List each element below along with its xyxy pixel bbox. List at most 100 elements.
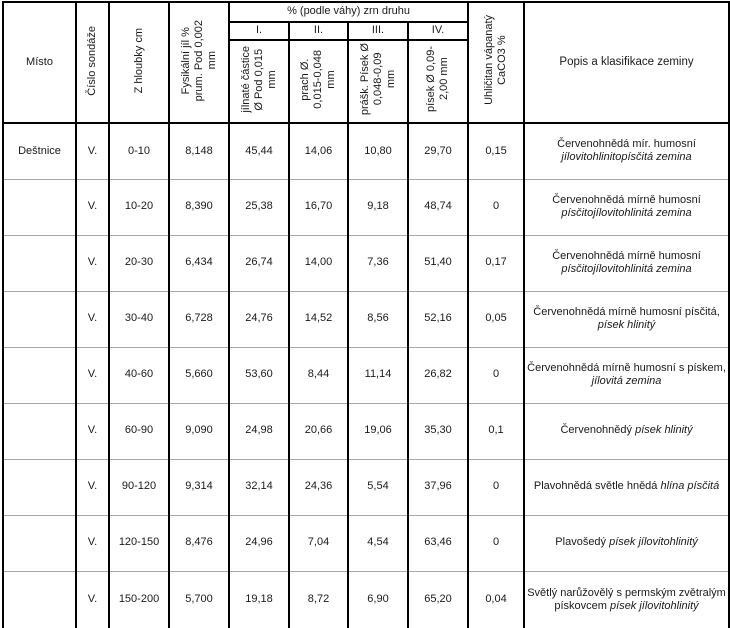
frac-iii-cell: 9,18 (347, 178, 409, 235)
table-row: V. 90-120 9,314 32,14 24,36 5,54 37,96 0… (2, 458, 730, 515)
sonda-cell: V. (75, 458, 110, 515)
header-row-numerals: I. II. III. IV. (3, 22, 729, 41)
header-z-hloubky: Z hloubky cm (108, 2, 170, 124)
description-italic: hlína písčitá (660, 480, 720, 493)
description-plain: Světlý narůžovělý s permským zvětralým p… (527, 586, 726, 612)
header-numeral-iv: IV. (406, 22, 470, 41)
description-plain: Červenohnědá mír. humosní (557, 138, 696, 151)
header-fysikalni-jil: Fysikální jíl % prum. Pod 0,002 mm (168, 2, 230, 124)
caco3-cell: 0,04 (467, 570, 526, 628)
header-numeral-iii: III. (347, 22, 409, 41)
place-cell (2, 234, 77, 291)
place-cell (2, 290, 77, 347)
table-row: V. 150-200 5,700 19,18 8,72 6,90 65,20 0… (2, 570, 730, 628)
header-sublabel-iii-text: prášk. Písek Ø 0,048-0,09 mm (358, 43, 397, 116)
header-sublabel-ii: prach Ø. 0,015-0,048 mm (288, 40, 349, 124)
description-cell: Červenohnědá mírně humosní s pískem, jíl… (523, 346, 730, 403)
caco3-cell: 0,17 (467, 234, 526, 291)
frac-ii-cell: 7,04 (288, 514, 349, 571)
description-italic: písek jílovitohlinitý (610, 599, 699, 612)
description-cell: Plavohnědá světle hnědá hlína písčitá (523, 458, 730, 515)
header-misto: Místo (2, 2, 77, 124)
depth-cell: 20-30 (108, 234, 170, 291)
table-row: V. 40-60 5,660 53,60 8,44 11,14 26,82 0 … (2, 346, 730, 403)
place-cell (2, 346, 77, 403)
header-sublabel-i-text: jílnaté částice Ø Pod 0,015 mm (239, 46, 278, 113)
description-cell: Červenohnědý písek hlinitý (523, 402, 730, 459)
frac-iv-cell: 35,30 (406, 402, 470, 459)
header-sublabel-iv: písek Ø 0,09- 2,00 mm (406, 40, 470, 124)
table-row: Deštnice V. 0-10 8,148 45,44 14,06 10,80… (2, 122, 730, 179)
description-plain: Červenohnědý (560, 424, 636, 437)
sonda-cell: V. (75, 234, 110, 291)
header-sublabel-i: jílnaté částice Ø Pod 0,015 mm (228, 40, 290, 124)
frac-ii-cell: 20,66 (288, 402, 349, 459)
description-italic: jílovitohlinitopísčitá zemina (561, 151, 692, 164)
header-row-group: Místo Číslo sondáže Z hloubky cm Fysikál… (2, 2, 730, 124)
frac-iii-cell: 10,80 (347, 122, 409, 179)
frac-iii-cell: 19,06 (347, 402, 409, 459)
frac-ii-cell: 16,70 (288, 178, 349, 235)
description-plain: Červenohnědá mírně humosní s pískem, (527, 361, 726, 374)
fys-cell: 6,728 (168, 290, 230, 347)
frac-iv-cell: 29,70 (406, 122, 470, 179)
caco3-cell: 0,15 (467, 122, 526, 179)
frac-iv-cell: 37,96 (406, 458, 470, 515)
description-italic: písčitojílovitohlinitá zemina (561, 263, 692, 275)
frac-iii-cell: 4,54 (347, 514, 409, 571)
frac-iii-cell: 7,36 (347, 234, 409, 291)
header-caco3: Uhličitan vápanatý CaCO3 % (467, 2, 526, 124)
fys-cell: 5,660 (168, 346, 230, 403)
header-row-sublabels: jílnaté částice Ø Pod 0,015 mm prach Ø. … (3, 40, 729, 124)
caco3-cell: 0 (467, 458, 526, 515)
sonda-cell: V. (75, 290, 110, 347)
frac-iii-cell: 6,90 (347, 570, 409, 628)
sonda-cell: V. (75, 570, 110, 628)
header-z-hloubky-label: Z hloubky cm (132, 27, 145, 94)
table-row: V. 120-150 8,476 24,96 7,04 4,54 63,46 0… (2, 514, 730, 571)
place-cell (2, 402, 77, 459)
description-italic: písek jílovitohlinitý (609, 536, 698, 549)
frac-i-cell: 32,14 (228, 458, 290, 515)
depth-cell: 90-120 (108, 458, 170, 515)
header-fysikalni-jil-label: Fysikální jíl % prum. Pod 0,002 mm (179, 19, 218, 102)
header-cislo-sondaze-label: Číslo sondáže (86, 25, 99, 96)
frac-ii-cell: 8,44 (288, 346, 349, 403)
frac-ii-cell: 24,36 (288, 458, 349, 515)
frac-iii-cell: 8,56 (347, 290, 409, 347)
sonda-cell: V. (75, 346, 110, 403)
header-sublabel-ii-text: prach Ø. 0,015-0,048 mm (299, 50, 337, 109)
frac-i-cell: 24,98 (228, 402, 290, 459)
frac-i-cell: 25,38 (228, 178, 290, 235)
description-cell: Červenohnědá mír. humosní jílovitohlinit… (523, 122, 730, 179)
header-numeral-i: I. (228, 22, 290, 41)
sonda-cell: V. (75, 178, 110, 235)
fys-cell: 5,700 (168, 570, 230, 628)
frac-ii-cell: 8,72 (288, 570, 349, 628)
caco3-cell: 0 (467, 346, 526, 403)
description-plain: Plavohnědá světle hnědá (533, 480, 661, 493)
place-cell (2, 514, 77, 571)
description-cell: Červenohnědá mírně humosní písčitojílovi… (523, 178, 730, 235)
frac-iv-cell: 48,74 (406, 178, 470, 235)
caco3-cell: 0 (467, 514, 526, 571)
depth-cell: 60-90 (108, 402, 170, 459)
depth-cell: 120-150 (108, 514, 170, 571)
place-cell: Deštnice (2, 122, 77, 179)
depth-cell: 40-60 (108, 346, 170, 403)
frac-iii-cell: 5,54 (347, 458, 409, 515)
header-grain-group: % (podle váhy) zrn druhu (227, 2, 470, 23)
description-cell: Plavošedý písek jílovitohlinitý (523, 514, 730, 571)
header-sublabel-iv-text: písek Ø 0,09- 2,00 mm (425, 46, 451, 113)
caco3-cell: 0,1 (467, 402, 526, 459)
header-sublabel-iii: prášk. Písek Ø 0,048-0,09 mm (347, 40, 409, 124)
caco3-cell: 0,05 (467, 290, 526, 347)
description-cell: Světlý narůžovělý s permským zvětralým p… (523, 570, 730, 628)
header-popis: Popis a klasifikace zeminy (523, 2, 730, 124)
fys-cell: 9,090 (168, 402, 230, 459)
depth-cell: 150-200 (108, 570, 170, 628)
description-plain: Červenohnědá mírně humosní (552, 249, 701, 262)
description-italic: písek hlinitý (597, 319, 656, 331)
